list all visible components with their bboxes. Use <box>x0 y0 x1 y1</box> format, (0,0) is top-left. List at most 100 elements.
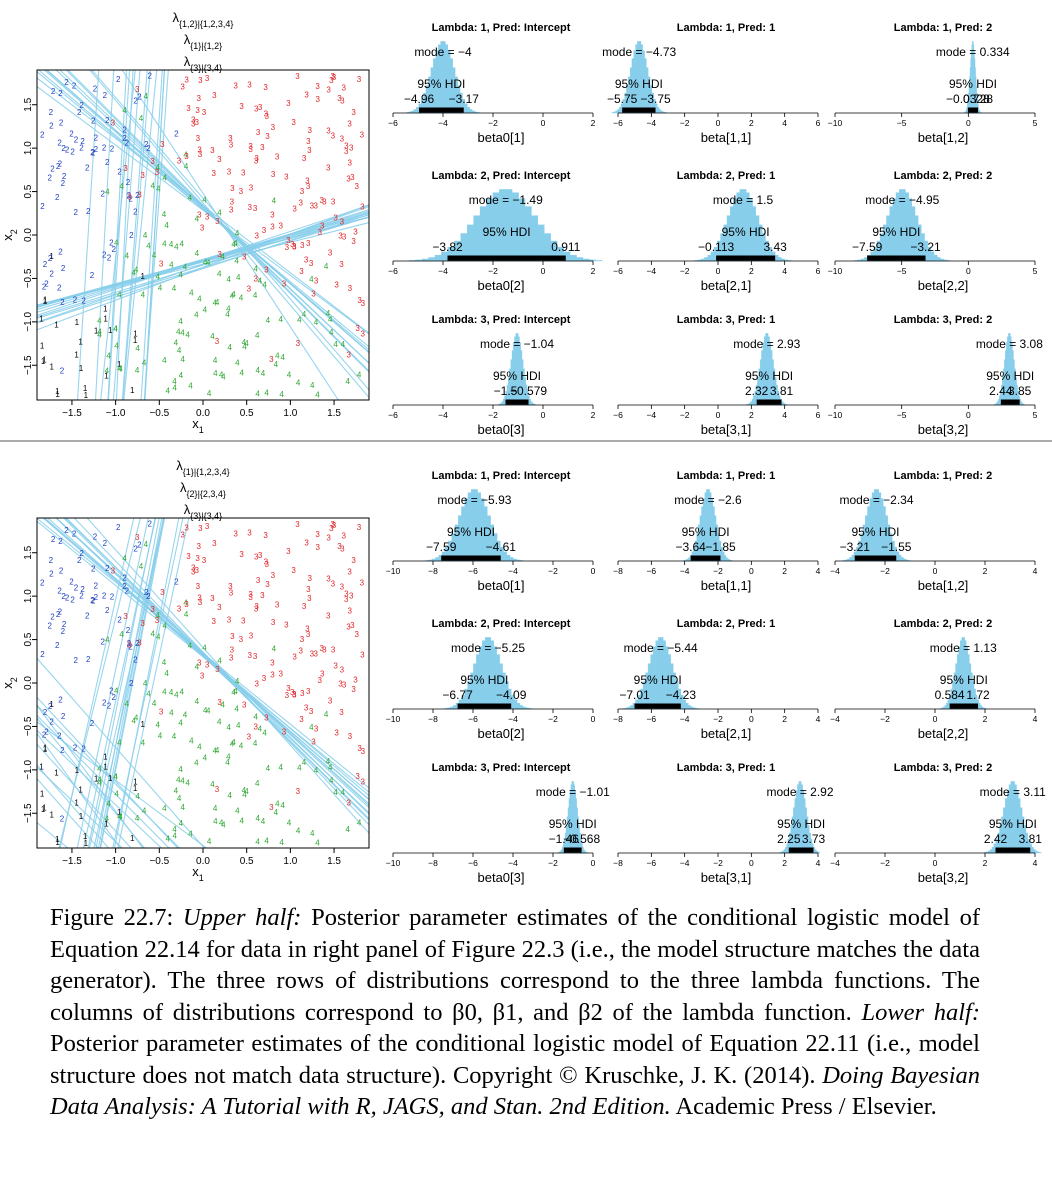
data-point: 4 <box>315 839 320 848</box>
x-tick-label: −8 <box>428 858 438 868</box>
hdi-label: 95% HDI <box>851 525 899 539</box>
posterior-panel: Lambda: 2, Pred: Intercept mode = −5.25 95… <box>386 618 596 741</box>
y-axis-label: x2 <box>0 229 19 241</box>
data-point: 3 <box>348 606 353 615</box>
data-point: 4 <box>97 330 102 339</box>
data-point: 4 <box>255 331 260 340</box>
data-point: 3 <box>331 580 336 589</box>
data-point: 4 <box>177 346 182 355</box>
data-point: 3 <box>248 142 253 151</box>
data-point: 2 <box>148 519 153 528</box>
data-point: 4 <box>262 729 267 738</box>
data-point: 2 <box>102 251 107 260</box>
x-tick-label: 0 <box>933 858 938 868</box>
data-point: 3 <box>355 772 360 781</box>
data-point: 2 <box>117 167 122 176</box>
data-point: 3 <box>137 638 142 647</box>
histogram-bar <box>725 557 728 562</box>
x-tick-label: −0.5 <box>149 408 169 419</box>
data-point: 4 <box>266 764 271 773</box>
data-point: 2 <box>133 544 138 553</box>
data-point: 3 <box>241 168 246 177</box>
x-axis-label: x1 <box>192 864 204 883</box>
data-point: 1 <box>117 808 122 817</box>
mode-label: mode = −2.6 <box>674 493 742 507</box>
data-point: 4 <box>163 173 168 182</box>
data-point: 3 <box>302 602 307 611</box>
data-point: 4 <box>233 239 238 248</box>
hdi-high-label: −4.09 <box>496 688 527 702</box>
posterior-panel: Lambda: 2, Pred: 1 mode = 1.5 95% HDI−0.11… <box>613 170 820 293</box>
data-point: 4 <box>172 832 177 841</box>
data-point: 3 <box>215 217 220 226</box>
data-point: 2 <box>64 78 69 87</box>
data-point: 3 <box>202 556 207 565</box>
data-point: 2 <box>60 298 65 307</box>
data-point: 4 <box>230 739 235 748</box>
data-point: 2 <box>57 138 62 147</box>
y-tick-label: 0.5 <box>23 632 34 646</box>
data-point: 4 <box>105 188 110 197</box>
data-point: 1 <box>40 789 45 798</box>
data-point: 4 <box>118 812 123 821</box>
caption-upper-label: Upper half: <box>182 904 302 931</box>
histogram-bar <box>724 554 727 562</box>
data-point: 3 <box>275 152 280 161</box>
x-tick-label: −4 <box>438 266 448 276</box>
data-point: 2 <box>58 160 63 169</box>
data-point: 3 <box>260 591 265 600</box>
data-point: 4 <box>213 817 218 826</box>
data-point: 4 <box>357 819 362 828</box>
hdi-high-label: 3.73 <box>802 832 826 846</box>
data-point: 2 <box>174 129 179 138</box>
data-point: 3 <box>271 571 276 580</box>
data-point: 4 <box>117 813 122 822</box>
data-point: 4 <box>234 256 239 265</box>
x-tick-label: −4 <box>680 714 690 724</box>
x-tick-label: −2 <box>548 566 558 576</box>
x-tick-label: −4 <box>438 410 448 420</box>
data-point: 4 <box>240 368 245 377</box>
x-tick-label: −2 <box>880 566 890 576</box>
data-point: 3 <box>210 594 215 603</box>
data-point: 3 <box>357 523 362 532</box>
data-point: 4 <box>296 827 301 836</box>
data-point: 4 <box>202 196 207 205</box>
data-point: 3 <box>253 652 258 661</box>
data-point: 2 <box>105 564 110 573</box>
data-point: 4 <box>162 239 167 248</box>
data-point: 3 <box>360 651 365 660</box>
mode-label: mode = 2.93 <box>733 337 800 351</box>
posterior-panel: Lambda: 2, Pred: Intercept mode = −1.49 95… <box>388 170 603 293</box>
x-tick-label: 0 <box>716 410 721 420</box>
data-point: 4 <box>114 687 119 696</box>
data-point: 2 <box>91 597 96 606</box>
data-point: 2 <box>61 712 66 721</box>
data-point: 3 <box>350 173 355 182</box>
data-point: 2 <box>70 596 75 605</box>
data-point: 4 <box>235 358 240 367</box>
hdi-low-label: 2.42 <box>984 832 1008 846</box>
histogram-bar <box>688 705 692 710</box>
data-point: 1 <box>39 762 44 771</box>
hdi-high-label: 0.911 <box>551 240 580 254</box>
data-point: 3 <box>351 237 356 246</box>
data-point: 4 <box>213 747 218 756</box>
data-point: 4 <box>262 281 267 290</box>
data-point: 1 <box>40 341 45 350</box>
data-point: 4 <box>169 709 174 718</box>
boundary-line-1 <box>37 721 208 848</box>
data-point: 4 <box>163 621 168 630</box>
data-point: 4 <box>219 819 224 828</box>
data-point: 2 <box>77 108 82 117</box>
data-point: 3 <box>233 529 238 538</box>
data-point: 2 <box>49 121 54 130</box>
data-point: 2 <box>65 146 70 155</box>
data-point: 4 <box>174 786 179 795</box>
mode-label: mode = 1.13 <box>930 641 997 655</box>
data-point: 1 <box>103 305 108 314</box>
lambda-label-1: λ{1}|{1,2,3,4} <box>176 458 229 477</box>
data-point: 2 <box>117 615 122 624</box>
data-point: 2 <box>48 702 53 711</box>
data-point: 3 <box>320 221 325 230</box>
